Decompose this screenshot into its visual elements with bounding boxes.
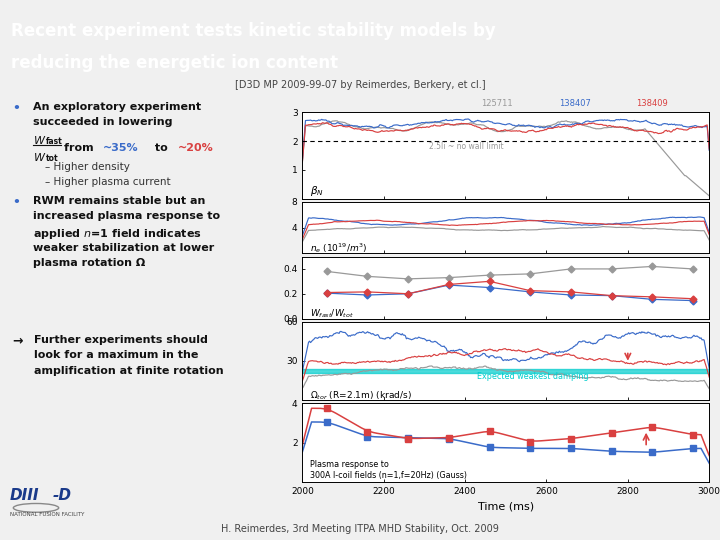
Text: Plasma response to
300A I-coil fields (n=1,f=20Hz) (Gauss): Plasma response to 300A I-coil fields (n… xyxy=(310,460,467,480)
Text: An exploratory experiment: An exploratory experiment xyxy=(33,102,201,112)
Text: →: → xyxy=(12,334,22,348)
Text: 138409: 138409 xyxy=(636,99,667,109)
Text: $n_e\ (10^{19}/m^3)$: $n_e\ (10^{19}/m^3)$ xyxy=(310,241,367,255)
Text: ~20%: ~20% xyxy=(178,143,214,153)
Text: NATIONAL FUSION FACILITY: NATIONAL FUSION FACILITY xyxy=(10,512,84,517)
Text: – Higher density: – Higher density xyxy=(45,163,130,172)
Text: H. Reimerdes, 3rd Meeting ITPA MHD Stability, Oct. 2009: H. Reimerdes, 3rd Meeting ITPA MHD Stabi… xyxy=(221,524,499,534)
Text: look for a maximum in the: look for a maximum in the xyxy=(35,350,199,360)
Text: from: from xyxy=(64,143,98,153)
Text: applied $\mathit{n}$=1 field indicates: applied $\mathit{n}$=1 field indicates xyxy=(33,227,202,241)
Text: Expected weakest damping: Expected weakest damping xyxy=(477,372,589,381)
Text: fast: fast xyxy=(46,137,63,146)
Text: 2.5li ~ no wall limit: 2.5li ~ no wall limit xyxy=(428,142,503,151)
Text: •: • xyxy=(12,102,20,114)
X-axis label: Time (ms): Time (ms) xyxy=(478,501,534,511)
Text: increased plasma response to: increased plasma response to xyxy=(33,211,220,221)
Text: $\mathit{W}$: $\mathit{W}$ xyxy=(33,134,46,146)
Text: $\beta_N$: $\beta_N$ xyxy=(310,184,323,198)
Text: plasma rotation Ω: plasma rotation Ω xyxy=(33,258,145,268)
Text: – Higher plasma current: – Higher plasma current xyxy=(45,177,171,187)
Text: reducing the energetic ion content: reducing the energetic ion content xyxy=(11,55,338,72)
Text: Recent experiment tests kinetic stability models by: Recent experiment tests kinetic stabilit… xyxy=(11,22,495,40)
Text: amplification at finite rotation: amplification at finite rotation xyxy=(35,366,224,376)
Text: RWM remains stable but an: RWM remains stable but an xyxy=(33,195,205,206)
Text: tot: tot xyxy=(46,154,59,163)
Text: $\Omega_{tor}$ (R=2.1m) (krad/s): $\Omega_{tor}$ (R=2.1m) (krad/s) xyxy=(310,389,412,402)
Text: ~35%: ~35% xyxy=(103,143,139,153)
Text: succeeded in lowering: succeeded in lowering xyxy=(33,117,172,127)
Text: -D: -D xyxy=(53,488,72,503)
Bar xyxy=(302,369,709,373)
Text: [D3D MP 2009-99-07 by Reimerdes, Berkery, et cl.]: [D3D MP 2009-99-07 by Reimerdes, Berkery… xyxy=(235,80,485,90)
Text: $W_{fast}/W_{tot}$: $W_{fast}/W_{tot}$ xyxy=(310,308,354,320)
Text: $\mathit{W}$: $\mathit{W}$ xyxy=(33,151,46,163)
Text: Further experiments should: Further experiments should xyxy=(35,334,208,345)
Text: DIII: DIII xyxy=(10,488,40,503)
Text: 138407: 138407 xyxy=(559,99,590,109)
Text: •: • xyxy=(12,195,20,208)
Text: to: to xyxy=(151,143,171,153)
Text: weaker stabilization at lower: weaker stabilization at lower xyxy=(33,242,214,253)
Text: 125711: 125711 xyxy=(482,99,513,109)
